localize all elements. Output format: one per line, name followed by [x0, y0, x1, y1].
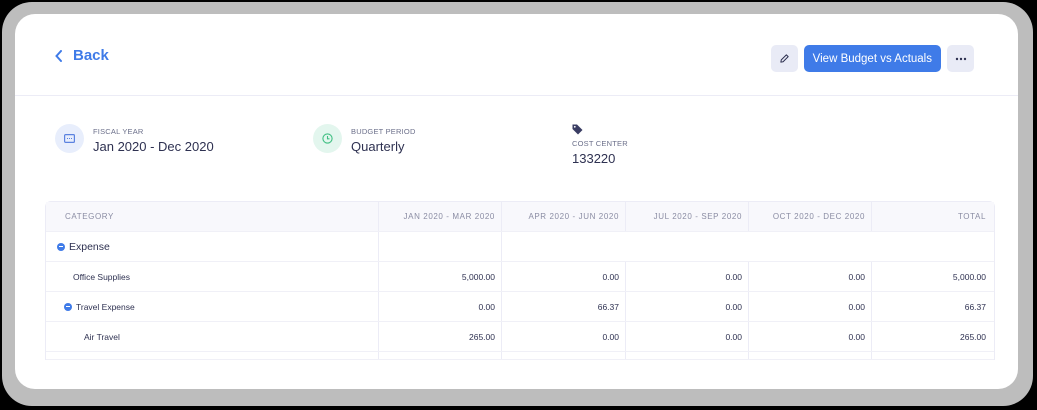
calendar-icon-badge	[55, 124, 84, 153]
category-name: Travel Expense	[76, 301, 135, 312]
empty-cell	[379, 352, 502, 359]
value-cell: 0.00	[749, 322, 872, 351]
budget-period-value: Quarterly	[351, 139, 405, 154]
empty-cell	[502, 352, 626, 359]
fiscal-year-info: FISCAL YEAR Jan 2020 - Dec 2020	[55, 124, 214, 154]
chevron-left-icon	[55, 49, 62, 62]
category-name: Expense	[69, 240, 110, 253]
category-cell: Air Travel	[46, 322, 379, 351]
value-cell: 5,000.00	[379, 262, 502, 291]
empty-cell	[872, 352, 994, 359]
table-row-partial	[46, 352, 994, 360]
budget-period-label: BUDGET PERIOD	[351, 127, 416, 136]
value-cell: 0.00	[626, 262, 749, 291]
pencil-icon	[779, 54, 789, 63]
category-cell: Office Supplies	[46, 262, 379, 291]
ellipsis-icon	[955, 57, 966, 60]
clock-icon-badge	[313, 124, 342, 153]
back-label: Back	[73, 47, 109, 64]
column-header-q3[interactable]: JUL 2020 - SEP 2020	[626, 202, 749, 231]
value-cell	[379, 232, 502, 261]
clock-icon	[322, 133, 333, 144]
value-cell: 0.00	[749, 262, 872, 291]
value-cell: 0.00	[502, 262, 626, 291]
value-cell: 265.00	[379, 322, 502, 351]
cost-center-label: COST CENTER	[572, 139, 628, 148]
value-cell: 0.00	[379, 292, 502, 321]
budget-detail-card: Back View Budget vs Actuals FISCAL YEAR …	[15, 14, 1018, 389]
column-header-q1[interactable]: JAN 2020 - MAR 2020	[379, 202, 502, 231]
value-cell	[626, 232, 749, 261]
more-options-button[interactable]	[947, 45, 974, 72]
page-header: Back View Budget vs Actuals	[15, 14, 1018, 96]
table-row: Office Supplies 5,000.00 0.00 0.00 0.00 …	[46, 262, 994, 292]
fiscal-year-label: FISCAL YEAR	[93, 127, 144, 136]
fiscal-year-value: Jan 2020 - Dec 2020	[93, 139, 214, 154]
column-header-q2[interactable]: APR 2020 - JUN 2020	[502, 202, 626, 231]
table-row: Air Travel 265.00 0.00 0.00 0.00 265.00	[46, 322, 994, 352]
collapse-icon[interactable]	[64, 302, 72, 311]
edit-button[interactable]	[770, 45, 798, 72]
value-cell: 0.00	[749, 292, 872, 321]
budget-table: CATEGORY JAN 2020 - MAR 2020 APR 2020 - …	[45, 201, 995, 360]
empty-cell	[626, 352, 749, 359]
total-cell: 265.00	[960, 331, 986, 342]
view-budget-vs-actuals-button[interactable]: View Budget vs Actuals	[803, 45, 941, 72]
header-actions: View Budget vs Actuals	[770, 45, 974, 72]
category-name: Office Supplies	[73, 271, 131, 282]
column-header-q4[interactable]: OCT 2020 - DEC 2020	[749, 202, 872, 231]
value-cell	[502, 232, 626, 261]
back-button[interactable]: Back	[55, 47, 109, 64]
total-cell	[872, 232, 994, 261]
empty-cell	[749, 352, 872, 359]
table-header-row: CATEGORY JAN 2020 - MAR 2020 APR 2020 - …	[46, 202, 994, 232]
category-cell[interactable]: Travel Expense	[46, 292, 379, 321]
total-cell: 66.37	[964, 301, 986, 312]
total-cell: 5,000.00	[952, 271, 986, 282]
table-row: Travel Expense 0.00 66.37 0.00 0.00 66.3…	[46, 292, 994, 322]
tag-icon	[572, 124, 583, 135]
collapse-icon[interactable]	[57, 242, 65, 251]
column-header-total[interactable]: TOTAL	[957, 212, 986, 221]
category-name: Air Travel	[84, 331, 120, 342]
table-row: Expense	[46, 232, 994, 262]
column-header-category[interactable]: CATEGORY	[46, 202, 379, 231]
budget-period-info: BUDGET PERIOD Quarterly	[313, 124, 416, 154]
value-cell: 66.37	[502, 292, 626, 321]
value-cell: 0.00	[626, 292, 749, 321]
category-cell[interactable]: Expense	[46, 232, 379, 261]
value-cell: 0.00	[626, 322, 749, 351]
value-cell: 0.00	[502, 322, 626, 351]
calendar-icon	[64, 134, 75, 143]
value-cell	[749, 232, 872, 261]
cost-center-value: 133220	[572, 151, 616, 166]
empty-cell	[46, 352, 379, 359]
cost-center-info: COST CENTER 133220	[572, 124, 628, 166]
